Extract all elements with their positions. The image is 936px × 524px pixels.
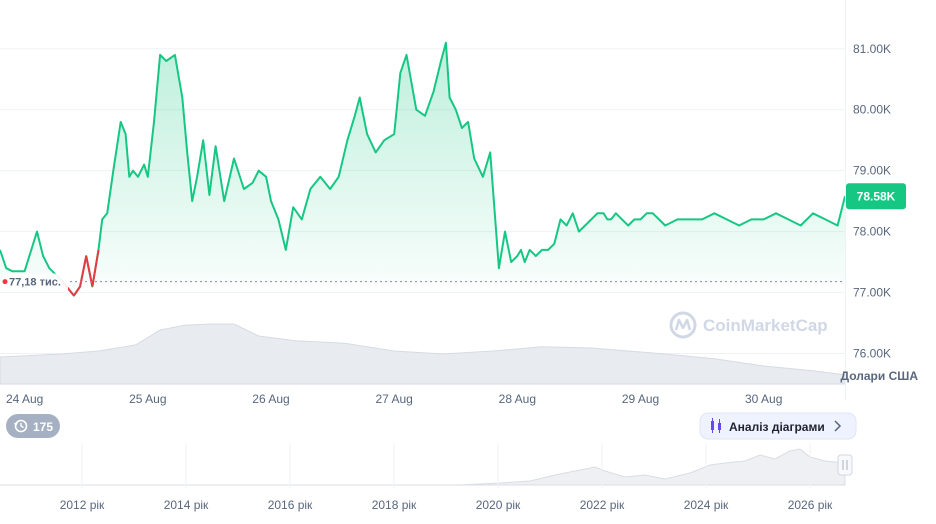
chevron-right-icon — [834, 420, 842, 432]
baseline-value-label: 77,18 тис. — [9, 277, 61, 289]
y-tick-label: 79.00K — [853, 164, 891, 178]
currency-label: Долари США — [841, 369, 919, 383]
current-price-badge: 78.58K — [846, 183, 906, 210]
x-tick-label: 26 Aug — [252, 392, 289, 406]
y-tick-label: 76.00K — [853, 347, 891, 361]
navigator-tick-label: 2020 рік — [476, 498, 521, 512]
watermark-text: CoinMarketCap — [703, 316, 828, 335]
x-tick-label: 25 Aug — [129, 392, 166, 406]
chart-analysis-button[interactable]: Аналіз діаграми — [699, 412, 857, 440]
y-tick-label: 77.00K — [853, 286, 891, 300]
y-tick-label: 81.00K — [853, 42, 891, 56]
navigator-tick-label: 2026 рік — [788, 498, 833, 512]
x-tick-label: 27 Aug — [375, 392, 412, 406]
navigator-tick-label: 2024 рік — [684, 498, 729, 512]
navigator-tick-label: 2022 рік — [580, 498, 625, 512]
current-price-text: 78.58K — [857, 189, 896, 203]
navigator-grid — [81, 443, 811, 488]
history-icon — [14, 419, 28, 433]
x-axis: 24 Aug 25 Aug 26 Aug 27 Aug 28 Aug 29 Aug 30 A… — [6, 392, 782, 406]
navigator-tick-label: 2018 рік — [372, 498, 417, 512]
candles-icon — [711, 418, 721, 433]
range-navigator[interactable] — [0, 443, 853, 488]
x-tick-label: 28 Aug — [499, 392, 536, 406]
price-line — [0, 41, 845, 297]
x-tick-label: 30 Aug — [745, 392, 782, 406]
y-tick-label: 80.00K — [853, 103, 891, 117]
history-counter-value: 175 — [33, 420, 53, 434]
navigator-tick-label: 2016 рік — [268, 498, 313, 512]
chart-analysis-label: Аналіз діаграми — [729, 420, 825, 434]
navigator-x-axis: 2012 рік 2014 рік 2016 рік 2018 рік 2020 рік… — [60, 498, 833, 512]
x-tick-label: 24 Aug — [6, 392, 43, 406]
y-axis: 81.00K 80.00K 79.00K 78.00K 77.00K 76.00K — [853, 42, 891, 361]
volume-area — [0, 323, 846, 385]
x-tick-label: 29 Aug — [622, 392, 659, 406]
navigator-history-area — [0, 448, 846, 486]
y-tick-label: 78.00K — [853, 225, 891, 239]
history-counter[interactable]: 175 — [6, 414, 60, 438]
baseline-label: 77,18 тис. — [2, 273, 68, 290]
watermark: CoinMarketCap — [669, 311, 828, 339]
navigator-tick-label: 2012 рік — [60, 498, 105, 512]
coinmarketcap-logo-icon — [669, 311, 697, 339]
navigator-tick-label: 2014 рік — [164, 498, 209, 512]
price-area — [0, 42, 845, 296]
navigator-handle[interactable] — [837, 454, 853, 476]
